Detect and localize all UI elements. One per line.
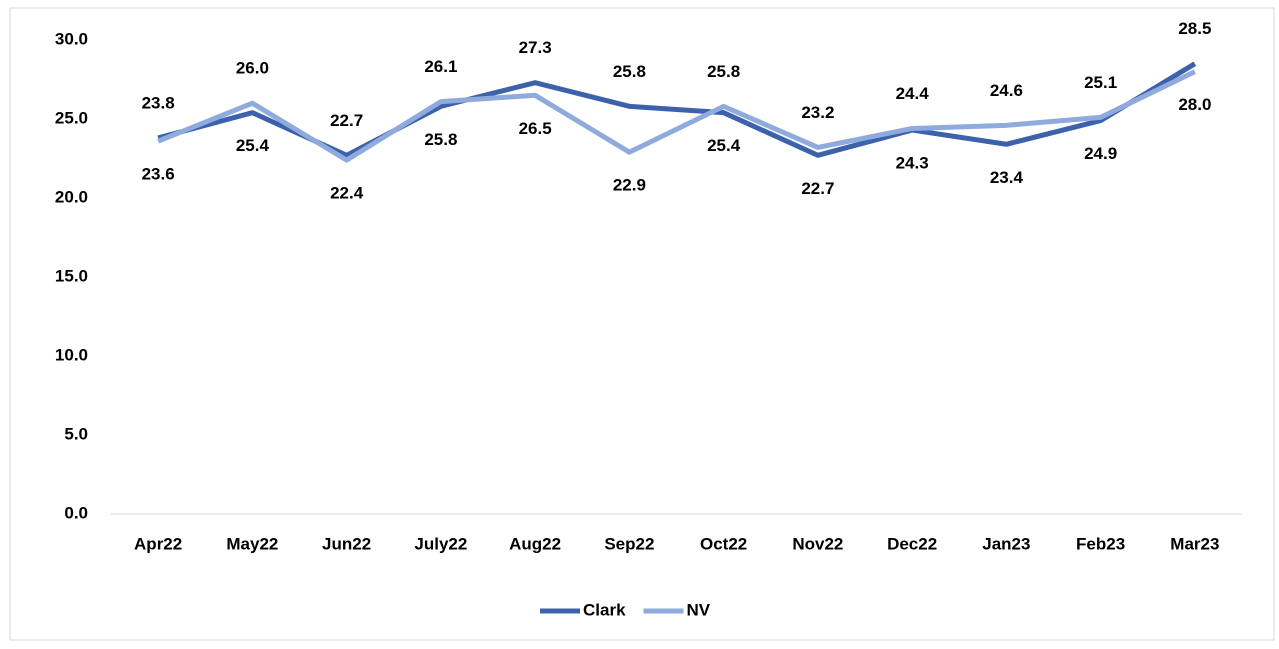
data-label: 25.8 — [613, 62, 646, 81]
y-tick-label: 10.0 — [55, 345, 88, 364]
y-tick-label: 25.0 — [55, 108, 88, 127]
data-label: 23.8 — [142, 93, 175, 112]
data-label: 22.4 — [330, 184, 364, 203]
x-tick-label: Nov22 — [792, 534, 843, 553]
data-label: 22.9 — [613, 176, 646, 195]
data-label: 28.0 — [1178, 95, 1211, 114]
x-tick-label: May22 — [226, 534, 278, 553]
x-tick-label: Sep22 — [604, 534, 654, 553]
y-tick-label: 5.0 — [64, 424, 88, 443]
x-tick-label: Oct22 — [700, 534, 747, 553]
data-label: 23.2 — [801, 103, 834, 122]
legend-label: NV — [687, 600, 711, 619]
data-label: 24.9 — [1084, 144, 1117, 163]
data-label: 24.3 — [896, 154, 929, 173]
data-label: 25.1 — [1084, 73, 1117, 92]
data-label: 25.4 — [236, 136, 270, 155]
y-tick-label: 15.0 — [55, 266, 88, 285]
data-label: 25.4 — [707, 136, 741, 155]
y-tick-label: 0.0 — [64, 503, 88, 522]
data-label: 23.4 — [990, 168, 1024, 187]
x-tick-label: Jun22 — [322, 534, 371, 553]
x-tick-label: July22 — [414, 534, 467, 553]
data-label: 22.7 — [330, 111, 363, 130]
legend-label: Clark — [583, 600, 626, 619]
data-label: 27.3 — [519, 38, 552, 57]
x-tick-label: Apr22 — [134, 534, 182, 553]
data-label: 22.7 — [801, 179, 834, 198]
x-tick-label: Aug22 — [509, 534, 561, 553]
data-label: 25.8 — [707, 62, 740, 81]
data-label: 26.0 — [236, 59, 269, 78]
x-tick-label: Mar23 — [1170, 534, 1219, 553]
data-label: 23.6 — [142, 165, 175, 184]
y-tick-label: 30.0 — [55, 29, 88, 48]
x-tick-label: Jan23 — [982, 534, 1030, 553]
data-label: 25.8 — [424, 130, 457, 149]
y-tick-label: 20.0 — [55, 187, 88, 206]
x-tick-label: Dec22 — [887, 534, 937, 553]
data-label: 24.6 — [990, 81, 1023, 100]
x-tick-label: Feb23 — [1076, 534, 1125, 553]
data-label: 28.5 — [1178, 19, 1211, 38]
series-line — [157, 69, 1196, 163]
data-label: 24.4 — [896, 84, 930, 103]
data-label: 26.1 — [424, 57, 457, 76]
data-label: 26.5 — [519, 119, 552, 138]
